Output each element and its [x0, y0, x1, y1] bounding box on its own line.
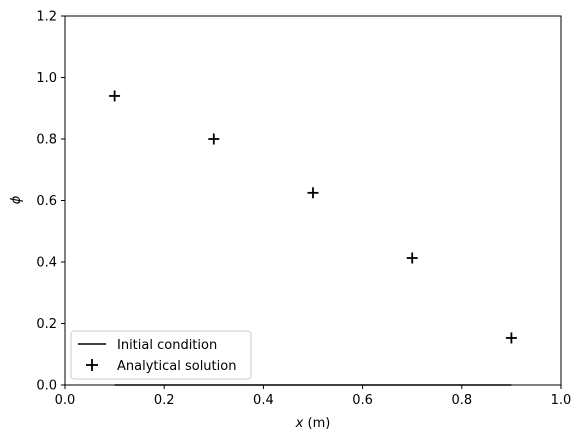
- analytical-solution-point: [109, 90, 121, 102]
- x-tick-label: 1.0: [551, 393, 572, 408]
- x-tick-label: 0.2: [154, 393, 175, 408]
- legend-label-analytical-solution: Analytical solution: [117, 359, 236, 374]
- legend-plus-marker: [86, 359, 98, 371]
- analytical-solution-point: [406, 252, 418, 264]
- x-tick-label: 0.8: [451, 393, 472, 408]
- y-tick-label: 0.8: [36, 133, 57, 148]
- y-tick-label: 0.6: [36, 194, 57, 209]
- y-tick-label: 0.2: [36, 317, 57, 332]
- x-axis-ticks: 0.0 0.2 0.4 0.6 0.8 1.0: [55, 385, 572, 408]
- plot-area: [64, 15, 562, 386]
- plot-frame: [64, 15, 562, 386]
- x-axis-label: x (m): [295, 416, 331, 431]
- legend-label-initial-condition: Initial condition: [117, 338, 217, 353]
- y-tick-label: 1.2: [36, 10, 57, 25]
- x-tick-label: 0.0: [55, 393, 76, 408]
- y-axis-ticks: 0.0 0.2 0.4 0.6 0.8 1.0 1.2: [36, 10, 65, 394]
- x-tick-label: 0.4: [253, 393, 274, 408]
- x-tick-label: 0.6: [352, 393, 373, 408]
- legend-box: [70, 330, 252, 380]
- analytical-solution-point: [307, 187, 319, 199]
- y-tick-label: 0.0: [36, 379, 57, 394]
- y-axis-label: ϕ: [9, 195, 24, 204]
- series-layer: [109, 90, 517, 386]
- analytical-solution-point: [505, 332, 517, 344]
- y-tick-label: 1.0: [36, 71, 57, 86]
- y-tick-label: 0.4: [36, 256, 57, 271]
- analytical-solution-point: [208, 133, 220, 145]
- legend: Initial condition Analytical solution: [70, 330, 252, 380]
